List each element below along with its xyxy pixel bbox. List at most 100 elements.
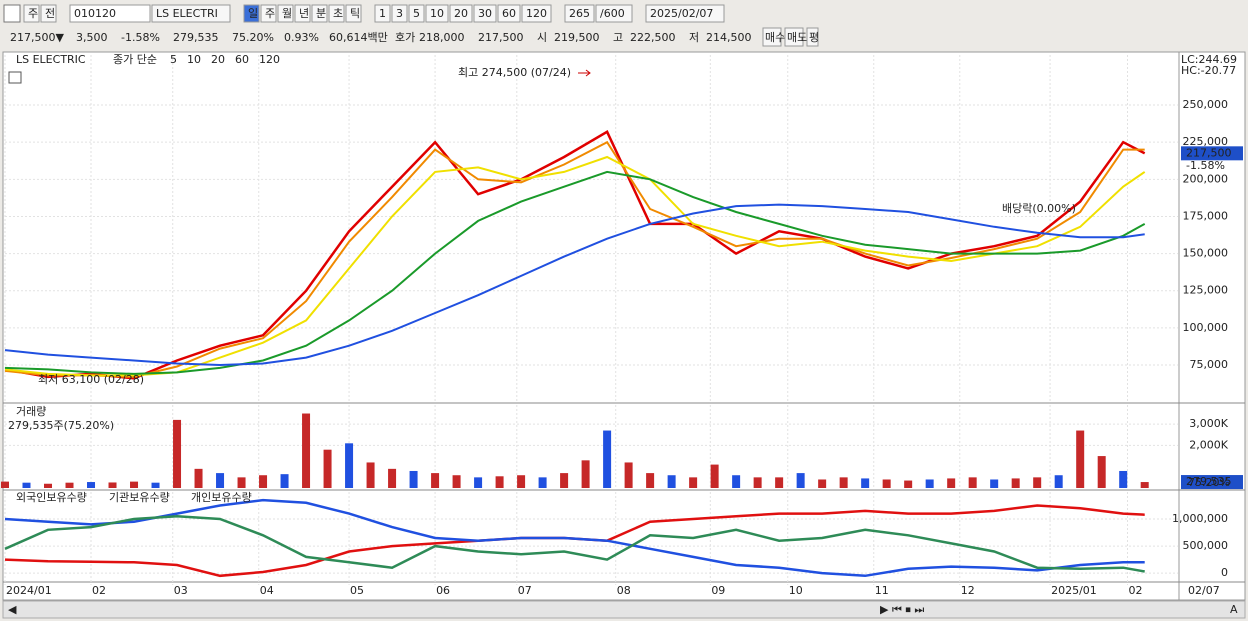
y-tick-label: 225,000	[1183, 135, 1229, 148]
volume-bar	[904, 480, 913, 488]
toolbar-button[interactable]	[311, 4, 328, 23]
volume-bar	[603, 430, 612, 488]
quote-value: 60,614백만	[329, 31, 388, 44]
volume-bar	[44, 483, 53, 488]
toolbar-button[interactable]	[497, 4, 521, 23]
y-tick-label: 2,000K	[1189, 438, 1228, 451]
volume-bar	[1140, 482, 1149, 488]
series-line	[4, 130, 1146, 380]
legend-entry: 120	[259, 53, 280, 66]
quote-value[interactable]: 매도	[787, 31, 807, 44]
volume-bar	[495, 476, 504, 488]
toolbar-button[interactable]	[391, 4, 408, 23]
volume-bar	[151, 482, 160, 488]
volume-subtitle: 279,535주(75.20%)	[8, 419, 114, 432]
series-line	[4, 170, 1146, 375]
toolbar-label: 주	[265, 7, 275, 20]
last-change: -1.58%	[1186, 159, 1225, 172]
y-tick-label: 3,000K	[1189, 417, 1228, 430]
y-tick-label: 100,000	[1183, 321, 1229, 334]
menu-icon[interactable]	[3, 4, 21, 23]
low-annotation: 최저 63,100 (02/28)	[38, 373, 144, 386]
quote-value: -1.58%	[121, 31, 160, 44]
legend-entry: 20	[211, 53, 225, 66]
volume-bar	[1119, 470, 1128, 488]
y-tick-label: 75,000	[1190, 358, 1229, 371]
toolbar-label: 전	[45, 7, 55, 20]
toolbar-button[interactable]	[277, 4, 294, 23]
table-icon[interactable]	[8, 71, 22, 84]
toolbar-button[interactable]	[23, 4, 40, 23]
toolbar-button[interactable]	[449, 4, 473, 23]
x-tick-label: 04	[260, 584, 274, 597]
toolbar-label: 20	[454, 7, 468, 20]
toolbar-button[interactable]	[40, 4, 57, 23]
volume-bar	[431, 473, 440, 488]
toolbar-button[interactable]	[345, 4, 362, 23]
toolbar-button[interactable]	[425, 4, 449, 23]
toolbar-button[interactable]	[521, 4, 552, 23]
legend-entry: 기관보유수량	[109, 491, 170, 504]
volume-bar	[968, 477, 977, 488]
volume-bar	[818, 479, 827, 488]
order-button[interactable]	[762, 27, 782, 47]
toolbar-button[interactable]	[473, 4, 497, 23]
toolbar-label: 5	[413, 7, 420, 20]
toolbar-label: 010120	[74, 7, 116, 20]
quote-value: 75.20%	[232, 31, 274, 44]
toolbar-button[interactable]	[328, 4, 345, 23]
zoom-controls[interactable]: A	[1230, 603, 1238, 616]
toolbar-button[interactable]	[564, 4, 595, 23]
scroll-left[interactable]: ◀	[8, 603, 17, 616]
toolbar-button[interactable]	[374, 4, 391, 23]
toolbar-button[interactable]	[408, 4, 425, 23]
scroll-controls[interactable]: ▶ ⏮ ⏹ ⏭	[880, 603, 924, 616]
toolbar-button[interactable]	[645, 4, 725, 23]
toolbar-label: 2025/02/07	[650, 7, 713, 20]
y-tick-label: 0	[1221, 566, 1228, 579]
volume-title: 거래량	[16, 405, 46, 418]
volume-bar	[796, 473, 805, 488]
volume-bar	[1011, 478, 1020, 488]
volume-bar	[1033, 477, 1042, 488]
toolbar-label: 1	[379, 7, 386, 20]
toolbar-label: 년	[299, 7, 309, 20]
volume-bar	[990, 479, 999, 488]
scroll-bar[interactable]	[2, 600, 1246, 619]
order-button[interactable]	[784, 27, 804, 47]
quote-value: 고	[613, 31, 623, 44]
toolbar-button[interactable]	[595, 4, 633, 23]
volume-bar	[173, 419, 182, 488]
toolbar-button[interactable]	[294, 4, 311, 23]
volume-bar	[237, 477, 246, 488]
volume-bar	[689, 477, 698, 488]
toolbar-button[interactable]	[151, 4, 231, 23]
volume-bar	[517, 475, 526, 488]
volume-bar	[882, 479, 891, 488]
volume-bar	[538, 477, 547, 488]
ex-dividend: 배당락(0.00%)	[1002, 202, 1076, 215]
x-tick-label: 09	[711, 584, 725, 597]
order-button[interactable]	[806, 27, 819, 47]
volume-bar	[667, 475, 676, 488]
toolbar-label: 월	[282, 7, 292, 20]
quote-value[interactable]: 평	[809, 31, 819, 44]
series-line	[4, 203, 1145, 367]
quote-value[interactable]: 매수	[765, 31, 785, 44]
legend-entry: 60	[235, 53, 249, 66]
x-tick-label: 05	[350, 584, 364, 597]
toolbar-button[interactable]	[260, 4, 277, 23]
toolbar-label: 일	[248, 6, 258, 20]
volume-bar	[1054, 475, 1063, 488]
toolbar-button[interactable]	[243, 4, 260, 23]
volume-bar	[108, 482, 117, 488]
volume-bar	[710, 464, 719, 488]
toolbar-button[interactable]	[69, 4, 151, 23]
x-tick-label: 02	[1128, 584, 1142, 597]
toolbar-label: 60	[502, 7, 516, 20]
toolbar-label: 120	[526, 7, 547, 20]
x-tick-label: 2025/01	[1051, 584, 1097, 597]
x-tick-label: 11	[875, 584, 889, 597]
volume-bar	[947, 478, 956, 488]
